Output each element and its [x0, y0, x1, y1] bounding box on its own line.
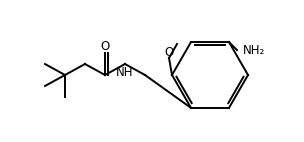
Text: NH: NH [116, 65, 134, 79]
Text: O: O [164, 45, 174, 59]
Text: O: O [100, 39, 110, 53]
Text: NH₂: NH₂ [243, 44, 265, 57]
